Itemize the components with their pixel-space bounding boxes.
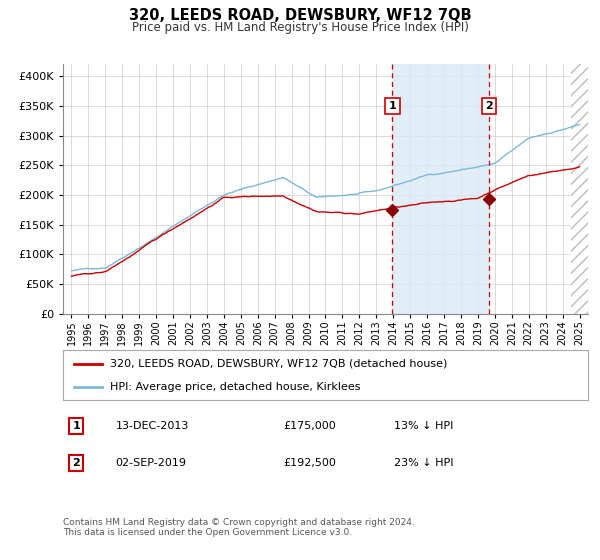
Text: Contains HM Land Registry data © Crown copyright and database right 2024.
This d: Contains HM Land Registry data © Crown c… xyxy=(63,518,415,538)
Text: 2: 2 xyxy=(485,101,493,111)
Text: 23% ↓ HPI: 23% ↓ HPI xyxy=(394,458,453,468)
Text: £175,000: £175,000 xyxy=(284,421,336,431)
Text: Price paid vs. HM Land Registry's House Price Index (HPI): Price paid vs. HM Land Registry's House … xyxy=(131,21,469,34)
Text: 13-DEC-2013: 13-DEC-2013 xyxy=(115,421,189,431)
Text: 320, LEEDS ROAD, DEWSBURY, WF12 7QB (detached house): 320, LEEDS ROAD, DEWSBURY, WF12 7QB (det… xyxy=(110,358,448,368)
Text: 1: 1 xyxy=(72,421,80,431)
Text: HPI: Average price, detached house, Kirklees: HPI: Average price, detached house, Kirk… xyxy=(110,382,361,392)
Text: 02-SEP-2019: 02-SEP-2019 xyxy=(115,458,187,468)
Bar xyxy=(392,64,489,314)
Text: 2: 2 xyxy=(72,458,80,468)
Bar xyxy=(571,64,596,314)
Text: 1: 1 xyxy=(389,101,396,111)
Text: 320, LEEDS ROAD, DEWSBURY, WF12 7QB: 320, LEEDS ROAD, DEWSBURY, WF12 7QB xyxy=(128,8,472,24)
Text: 13% ↓ HPI: 13% ↓ HPI xyxy=(394,421,453,431)
Text: £192,500: £192,500 xyxy=(284,458,337,468)
Bar xyxy=(571,64,596,314)
